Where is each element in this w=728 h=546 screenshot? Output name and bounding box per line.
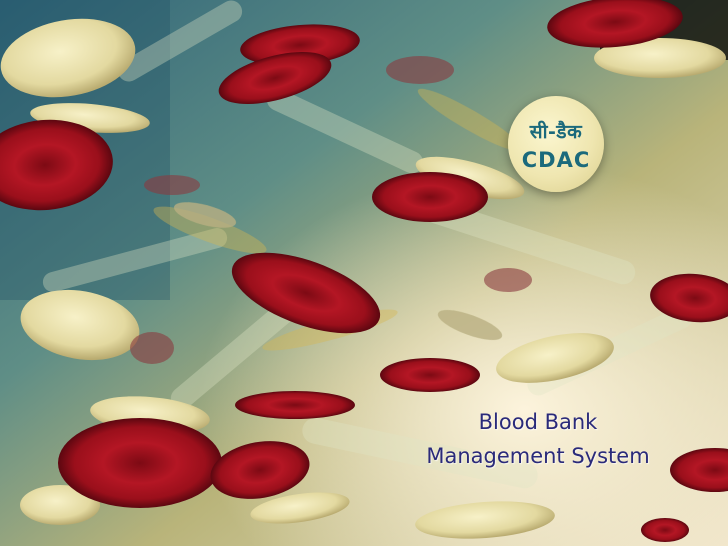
cdac-logo: सी-डैक CDAC (508, 96, 604, 192)
logo-english-text: CDAC (521, 148, 591, 172)
logo-hindi-text: सी-डैक (529, 121, 583, 143)
slide-title: Blood Bank Management System (396, 405, 680, 473)
title-line-2: Management System (426, 444, 650, 468)
title-line-1: Blood Bank (478, 410, 598, 434)
